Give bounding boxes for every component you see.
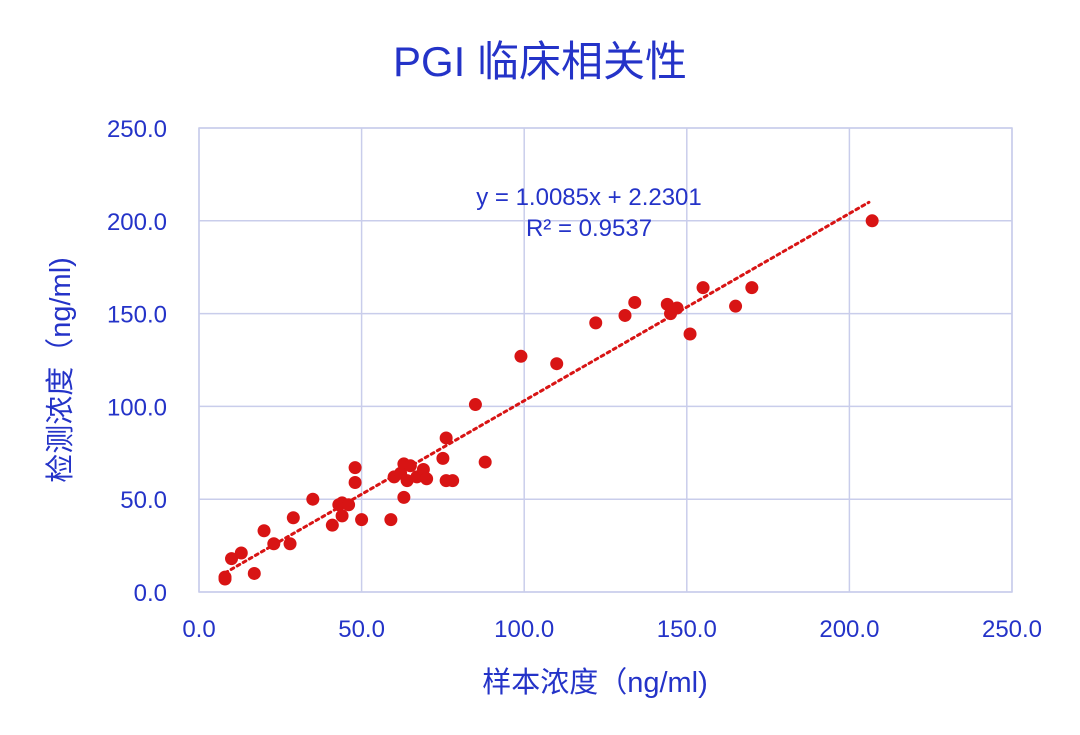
- y-tick-label: 250.0: [107, 116, 167, 143]
- data-point: [397, 490, 411, 504]
- x-tick-label: 50.0: [338, 616, 385, 643]
- x-tick-label: 100.0: [494, 616, 554, 643]
- data-point: [478, 455, 492, 469]
- data-point: [514, 349, 528, 363]
- data-point: [550, 357, 564, 371]
- data-point: [436, 451, 450, 465]
- data-point: [400, 474, 414, 488]
- data-point: [286, 511, 300, 525]
- data-point: [618, 308, 632, 322]
- data-point: [468, 398, 482, 412]
- x-axis-label: 样本浓度（ng/ml): [482, 666, 708, 699]
- data-point: [348, 475, 362, 489]
- data-point: [306, 492, 320, 506]
- x-tick-label: 200.0: [819, 616, 879, 643]
- x-tick-label: 150.0: [657, 616, 717, 643]
- y-tick-label: 100.0: [107, 394, 167, 421]
- data-point: [234, 546, 248, 560]
- y-tick-label: 200.0: [107, 209, 167, 236]
- data-point: [247, 566, 261, 580]
- data-point: [267, 537, 281, 551]
- data-point: [589, 316, 603, 330]
- data-point: [696, 281, 710, 295]
- data-point: [335, 509, 349, 523]
- data-point: [865, 214, 879, 228]
- data-point: [342, 498, 356, 512]
- trendline-r-squared: R² = 0.9537: [526, 215, 652, 242]
- data-point: [355, 513, 369, 527]
- trendline-equation: y = 1.0085x + 2.2301: [476, 184, 702, 211]
- x-axis-tick-labels: 0.0 50.0 100.0 150.0 200.0 250.0: [182, 616, 1042, 643]
- linear-trendline: [223, 200, 871, 575]
- data-point: [628, 295, 642, 309]
- data-point: [745, 281, 759, 295]
- y-tick-label: 50.0: [120, 487, 167, 514]
- y-axis-label: 检测浓度（ng/ml): [44, 257, 77, 483]
- y-tick-label: 150.0: [107, 302, 167, 329]
- y-tick-label: 0.0: [134, 580, 167, 607]
- data-point: [257, 524, 271, 538]
- plot-area-border: [198, 127, 1013, 593]
- chart-title: PGI 临床相关性: [393, 38, 687, 85]
- data-point: [729, 299, 743, 313]
- data-point: [225, 552, 239, 566]
- y-axis-tick-labels: 0.0 50.0 100.0 150.0 200.0 250.0: [107, 116, 167, 607]
- data-point: [348, 461, 362, 475]
- data-point: [446, 474, 460, 488]
- data-point: [283, 537, 297, 551]
- data-points: [218, 214, 879, 586]
- data-point: [683, 327, 697, 341]
- data-point: [384, 513, 398, 527]
- data-point: [670, 301, 684, 315]
- data-point: [420, 472, 434, 486]
- x-tick-label: 250.0: [982, 616, 1042, 643]
- data-point: [403, 459, 417, 473]
- data-point: [325, 518, 339, 532]
- x-tick-label: 0.0: [182, 616, 215, 643]
- data-point: [218, 570, 232, 584]
- data-point: [439, 431, 453, 445]
